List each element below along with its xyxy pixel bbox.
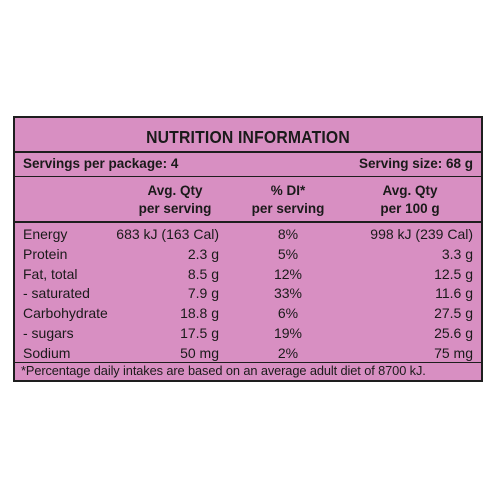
- nutrient-per-100g: 27.5 g: [434, 305, 473, 322]
- nutrient-per-100g: 11.6 g: [435, 285, 473, 302]
- footnote: *Percentage daily intakes are based on a…: [21, 363, 426, 378]
- footnote-divider: [15, 362, 481, 363]
- panel-title: NUTRITION INFORMATION: [146, 127, 350, 147]
- nutrient-row-sugars: - sugars 17.5 g 19% 25.6 g: [15, 325, 481, 345]
- nutrient-di: 5%: [277, 245, 299, 262]
- nutrient-per-serving: 50 mg: [180, 344, 219, 361]
- nutrient-per-100g: 25.6 g: [434, 324, 473, 341]
- nutrient-per-100g: 998 kJ (239 Cal): [370, 226, 473, 242]
- nutrient-di: 6%: [277, 305, 299, 322]
- nutrient-di: 33%: [273, 285, 303, 302]
- servings-per-package: Servings per package: 4: [23, 156, 179, 171]
- column-header-line: per serving: [251, 201, 325, 216]
- nutrient-per-serving: 7.9 g: [187, 285, 219, 302]
- column-header-line: Avg. Qty: [147, 183, 203, 198]
- nutrient-per-100g: 75 mg: [434, 344, 473, 361]
- nutrient-per-serving: 8.5 g: [187, 265, 219, 282]
- nutrient-name: Energy: [23, 226, 68, 242]
- nutrient-di: 12%: [273, 265, 303, 282]
- nutrient-name: Carbohydrate: [23, 305, 108, 322]
- nutrient-per-100g: 3.3 g: [441, 245, 473, 262]
- nutrient-per-serving: 17.5 g: [180, 324, 219, 341]
- nutrient-row-saturated: - saturated 7.9 g 33% 11.6 g: [15, 285, 481, 305]
- nutrient-di: 8%: [277, 226, 299, 242]
- nutrient-name: Fat, total: [23, 265, 78, 282]
- column-header-per-serving: Avg. Qty per serving: [110, 182, 240, 218]
- column-header-per-100g: Avg. Qty per 100 g: [345, 182, 475, 218]
- column-header-line: per serving: [138, 201, 212, 216]
- nutrient-name: - saturated: [23, 285, 90, 302]
- nutrient-rows: Energy 683 kJ (163 Cal) 8% 998 kJ (239 C…: [15, 226, 481, 365]
- column-header-di: % DI* per serving: [243, 182, 333, 218]
- nutrient-name: Sodium: [23, 344, 71, 361]
- title-divider: [15, 151, 481, 153]
- nutrient-row-energy: Energy 683 kJ (163 Cal) 8% 998 kJ (239 C…: [15, 226, 481, 246]
- nutrient-row-fat-total: Fat, total 8.5 g 12% 12.5 g: [15, 266, 481, 286]
- nutrient-di: 19%: [273, 324, 303, 341]
- nutrient-di: 2%: [277, 344, 299, 361]
- nutrient-per-100g: 12.5 g: [434, 265, 473, 282]
- nutrient-name: Protein: [23, 245, 68, 262]
- nutrient-per-serving: 2.3 g: [187, 245, 219, 262]
- nutrient-per-serving: 18.8 g: [180, 305, 219, 322]
- nutrient-per-serving: 683 kJ (163 Cal): [116, 226, 219, 242]
- nutrition-panel: NUTRITION INFORMATION Servings per packa…: [13, 116, 483, 382]
- nutrient-row-sodium: Sodium 50 mg 2% 75 mg: [15, 345, 481, 365]
- column-header-line: Avg. Qty: [382, 183, 438, 198]
- column-header-line: per 100 g: [380, 201, 440, 216]
- servings-divider: [15, 176, 481, 177]
- column-header-line: % DI*: [270, 183, 306, 198]
- serving-size: Serving size: 68 g: [358, 156, 473, 171]
- nutrient-name: - sugars: [23, 324, 74, 341]
- nutrient-row-protein: Protein 2.3 g 5% 3.3 g: [15, 246, 481, 266]
- header-divider: [15, 221, 481, 223]
- nutrient-row-carbohydrate: Carbohydrate 18.8 g 6% 27.5 g: [15, 305, 481, 325]
